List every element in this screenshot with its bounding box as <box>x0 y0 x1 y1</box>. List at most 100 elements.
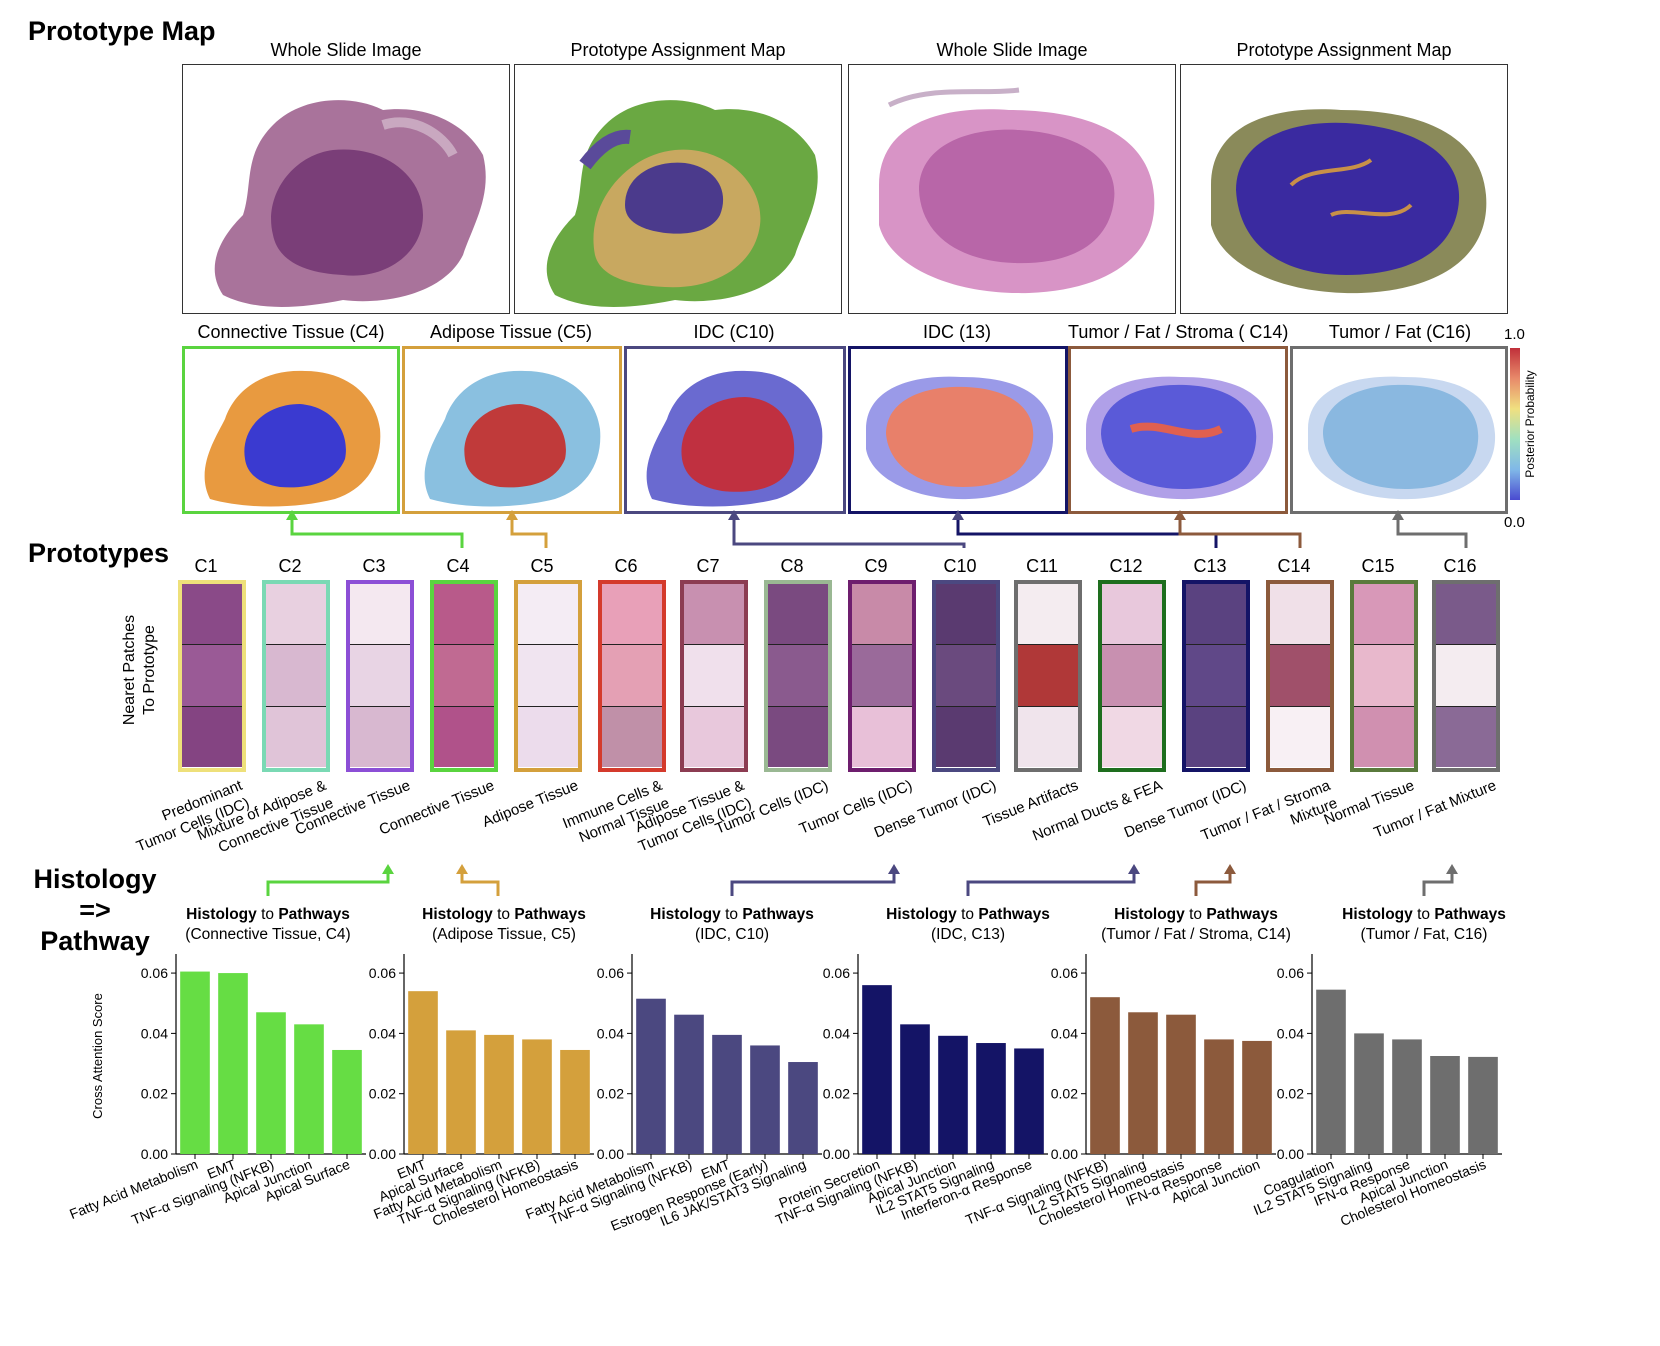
bar <box>1354 1033 1384 1154</box>
y-tick-label: 0.00 <box>1277 1146 1304 1162</box>
prototype-patches-c5 <box>514 580 582 772</box>
nearest-patch <box>1436 706 1496 767</box>
histology-heading-line2: => Pathway <box>40 895 150 956</box>
y-tick-label: 0.04 <box>141 1025 168 1041</box>
nearest-patch <box>684 706 744 767</box>
heatmap-c10 <box>624 346 846 514</box>
nearest-patch <box>852 706 912 767</box>
y-tick-label: 0.02 <box>823 1086 850 1102</box>
bar <box>256 1012 286 1154</box>
nearest-patch <box>518 645 578 707</box>
assignment-map-image <box>1211 109 1487 294</box>
nearest-patch <box>852 645 912 707</box>
heatmap-c4 <box>182 346 400 514</box>
nearest-patch <box>434 584 494 646</box>
chart-title-to: to <box>720 906 743 923</box>
nearest-patch <box>182 645 242 707</box>
prototype-label-c11: C11 <box>1026 556 1058 576</box>
prototype-label-c15: C15 <box>1361 556 1395 576</box>
bar <box>1014 1048 1044 1154</box>
y-tick-label: 0.06 <box>141 965 168 981</box>
heatmap-image <box>1086 376 1274 500</box>
nearest-patch <box>684 584 744 646</box>
y-tick-label: 0.00 <box>369 1146 396 1162</box>
prototype-assignment-map-1 <box>514 64 842 314</box>
nearest-patch <box>1018 645 1078 707</box>
histology-heading-line1: Histology <box>33 864 157 894</box>
chart-title: Histology to Pathways <box>148 906 388 924</box>
y-tick-label: 0.04 <box>1277 1025 1304 1041</box>
prototype-label-c2: C2 <box>278 556 302 576</box>
prototype-patches-c13 <box>1182 580 1250 772</box>
heatmap-c13 <box>848 346 1068 514</box>
heatmap-title-c13: IDC (13) <box>922 322 991 342</box>
chart-title-pathways: Pathways <box>978 906 1050 923</box>
prototypes-heading: Prototypes <box>28 538 170 568</box>
prototype-label-c10: C10 <box>943 556 977 576</box>
heatmap-image <box>424 370 601 507</box>
nearest-patch <box>518 706 578 767</box>
nearest-patch <box>936 645 996 707</box>
bar <box>332 1049 362 1154</box>
nearest-patch <box>768 584 828 646</box>
y-axis-label: Cross Attention Score <box>90 993 105 1119</box>
nearest-patch <box>350 584 410 646</box>
nearest-patch <box>1102 645 1162 707</box>
nearest-patch <box>1186 706 1246 767</box>
chart-title-to: to <box>256 906 279 923</box>
chart-title-histology: Histology <box>886 906 957 923</box>
chart-title-to: to <box>1184 906 1207 923</box>
bar <box>712 1034 742 1154</box>
y-tick-label: 0.04 <box>369 1025 396 1041</box>
heatmap-title-c10: IDC (C10) <box>693 322 775 342</box>
histology-pathway-heading: Histology => Pathway <box>30 864 160 957</box>
bar <box>636 998 666 1154</box>
y-tick-label: 0.02 <box>1051 1086 1078 1102</box>
bar <box>560 1049 590 1154</box>
nearest-patch <box>1186 584 1246 646</box>
bar <box>180 971 210 1154</box>
prototype-label-c4: C4 <box>446 556 470 576</box>
heatmap-c16 <box>1290 346 1508 514</box>
prototype-label-c1: C1 <box>194 556 218 576</box>
nearest-patch <box>1354 645 1414 707</box>
prototype-patches-c6 <box>598 580 666 772</box>
slide-title-3: Whole Slide Image <box>936 40 1088 60</box>
nearest-patch <box>1102 584 1162 646</box>
nearest-patch <box>852 584 912 646</box>
y-tick-label: 0.06 <box>1051 965 1078 981</box>
bar <box>900 1024 930 1154</box>
prototype-patches-c14 <box>1266 580 1334 772</box>
chart-title: Histology to Pathways <box>1076 906 1316 924</box>
chart-title-to: to <box>956 906 979 923</box>
bar <box>976 1043 1006 1154</box>
prototype-patches-c7 <box>680 580 748 772</box>
nearest-patch <box>1102 706 1162 767</box>
nearest-patch <box>936 584 996 646</box>
bar <box>750 1045 780 1154</box>
slide-title-4: Prototype Assignment Map <box>1236 40 1452 60</box>
nearest-patch <box>350 645 410 707</box>
slide-title-2: Prototype Assignment Map <box>570 40 786 60</box>
prototype-patches-c2 <box>262 580 330 772</box>
prototype-patches-c11 <box>1014 580 1082 772</box>
prototype-label-c12: C12 <box>1109 556 1143 576</box>
nearest-patch <box>936 706 996 767</box>
nearest-patch <box>182 584 242 646</box>
nearest-patch <box>266 706 326 767</box>
prototype-label-c7: C7 <box>696 556 720 576</box>
chart-title-pathways: Pathways <box>742 906 814 923</box>
chart-title-pathways: Pathways <box>1206 906 1278 923</box>
colorbar-min: 0.0 <box>1504 514 1525 531</box>
pathway-connectors <box>266 864 1458 896</box>
nearest-patch <box>434 706 494 767</box>
tissue-image <box>214 100 486 307</box>
y-tick-label: 0.04 <box>597 1025 624 1041</box>
bar <box>294 1024 324 1154</box>
y-tick-label: 0.00 <box>823 1146 850 1162</box>
nearest-patch <box>182 706 242 767</box>
chart-title-to: to <box>492 906 515 923</box>
heatmap-title-c5: Adipose Tissue (C5) <box>429 322 593 342</box>
